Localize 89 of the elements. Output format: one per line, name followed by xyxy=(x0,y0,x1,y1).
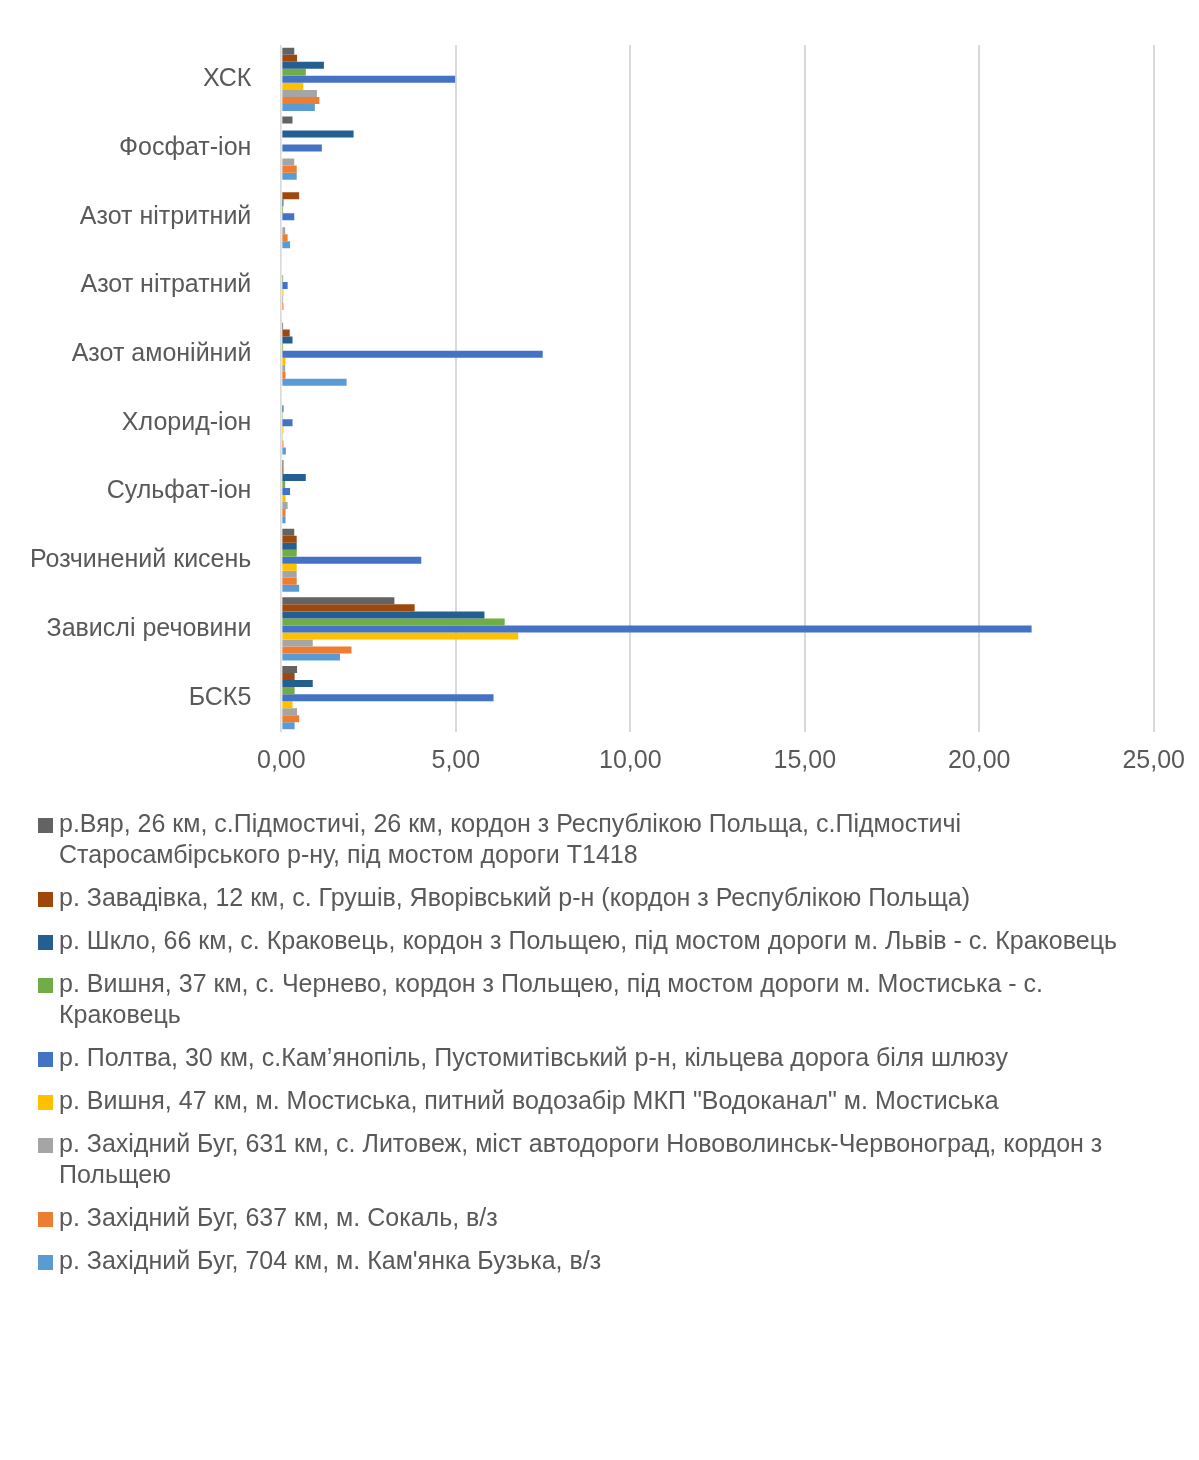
bar xyxy=(282,715,300,723)
bar xyxy=(282,329,290,337)
bar xyxy=(282,103,315,111)
legend-label: р. Вишня, 47 км, м. Мостиська, питний водозабір МКП "Водоканал" м. Мостиська xyxy=(59,1085,999,1116)
bar xyxy=(282,336,293,344)
bar xyxy=(282,611,485,619)
legend-label: р. Західний Буг, 631 км, с. Литовеж, міст автодороги Нововолинськ-Червоноград, кордон з Польщею xyxy=(59,1128,1104,1190)
y-tick-label: Завислі речовини xyxy=(46,612,252,641)
y-tick-label: Сульфат-іон xyxy=(106,475,252,504)
bar xyxy=(282,535,297,543)
x-tick-label: 15,00 xyxy=(773,744,837,773)
bar xyxy=(282,61,324,69)
bar xyxy=(282,673,295,681)
x-tick-label: 20,00 xyxy=(947,744,1011,773)
bar xyxy=(282,694,494,702)
bar xyxy=(282,584,300,592)
bar xyxy=(282,549,297,557)
bar xyxy=(282,604,415,612)
legend-label: р. Шкло, 66 км, с. Краковець, кордон з Польщею, під мостом дороги м. Львів - с. Краковець xyxy=(59,925,1117,956)
bar xyxy=(282,495,286,503)
bar xyxy=(282,158,295,166)
y-tick-label: Азот нітритний xyxy=(79,200,252,229)
y-tick-label: Фосфат-іон xyxy=(118,131,252,160)
bar xyxy=(282,241,291,249)
bar xyxy=(282,378,347,386)
bar xyxy=(282,192,300,200)
bar xyxy=(282,82,304,90)
bar xyxy=(282,577,297,585)
legend-label: р. Західний Буг, 637 км, м. Сокаль, в/з xyxy=(59,1202,498,1233)
x-tick-label: 0,00 xyxy=(257,744,306,773)
bar xyxy=(282,701,293,709)
bar xyxy=(282,502,288,510)
bar xyxy=(282,364,286,372)
y-tick-label: ХСК xyxy=(202,63,252,92)
bar xyxy=(282,666,298,674)
bar xyxy=(282,570,297,578)
bar xyxy=(282,116,293,124)
bar xyxy=(282,516,286,524)
bar xyxy=(282,54,298,62)
bar xyxy=(282,419,293,427)
bar xyxy=(282,144,322,152)
bar xyxy=(282,281,288,289)
bar xyxy=(282,687,295,695)
bar xyxy=(282,680,313,688)
legend-label: р. Західний Буг, 704 км, м. Кам'янка Бузька, в/з xyxy=(59,1245,602,1276)
bar xyxy=(282,632,519,640)
bar xyxy=(282,488,291,496)
x-tick-label: 5,00 xyxy=(431,744,481,773)
y-tick-label: БСК5 xyxy=(188,681,252,710)
bar xyxy=(282,597,395,605)
x-tick-label: 25,00 xyxy=(1122,744,1185,773)
bar xyxy=(282,542,297,550)
y-tick-label: Хлорид-іон xyxy=(121,406,252,435)
bar xyxy=(282,722,295,730)
legend-label: р.Вяр, 26 км, с.Підмостичі, 26 км, кордон з Республікою Польща, с.Підмостичі Старосамбірського р-ну, під мостом дороги Т1418 xyxy=(59,808,963,870)
bar xyxy=(282,89,317,97)
bar xyxy=(282,234,288,242)
bar xyxy=(282,350,543,358)
x-tick-label: 10,00 xyxy=(599,744,662,773)
bar xyxy=(282,130,354,138)
bar xyxy=(282,618,505,626)
bar xyxy=(282,165,297,173)
bar xyxy=(282,639,313,647)
bar xyxy=(282,481,286,489)
bar xyxy=(282,68,306,76)
bar xyxy=(282,509,286,517)
y-tick-label: Азот нітратний xyxy=(80,269,252,298)
bar xyxy=(282,708,298,716)
bar xyxy=(282,563,297,571)
y-tick-label: Розчинений кисень xyxy=(29,544,252,573)
legend-label: р. Завадівка, 12 км, с. Грушів, Яворівський р-н (кордон з Республікою Польща) xyxy=(59,882,970,913)
bar xyxy=(282,357,286,365)
bar xyxy=(282,172,297,180)
bar xyxy=(282,227,286,235)
bar xyxy=(282,528,295,536)
legend-label: р. Полтва, 30 км, с.Кам’янопіль, Пустомитівський р-н, кільцева дорога біля шлюзу xyxy=(59,1042,1009,1073)
bar xyxy=(282,556,422,564)
bar xyxy=(282,75,456,83)
bar xyxy=(282,371,286,379)
bar xyxy=(282,473,306,482)
bar xyxy=(282,447,286,455)
legend-label: р. Вишня, 37 км, с. Чернево, кордон з Польщею, під мостом дороги м. Мостиська - с. Краковець xyxy=(59,968,1045,1030)
bar xyxy=(282,47,295,55)
bar xyxy=(282,625,1032,633)
bar xyxy=(282,653,340,661)
y-tick-label: Азот амонійний xyxy=(71,338,252,367)
bar xyxy=(282,213,295,221)
bar xyxy=(282,646,352,654)
bar xyxy=(282,96,320,104)
